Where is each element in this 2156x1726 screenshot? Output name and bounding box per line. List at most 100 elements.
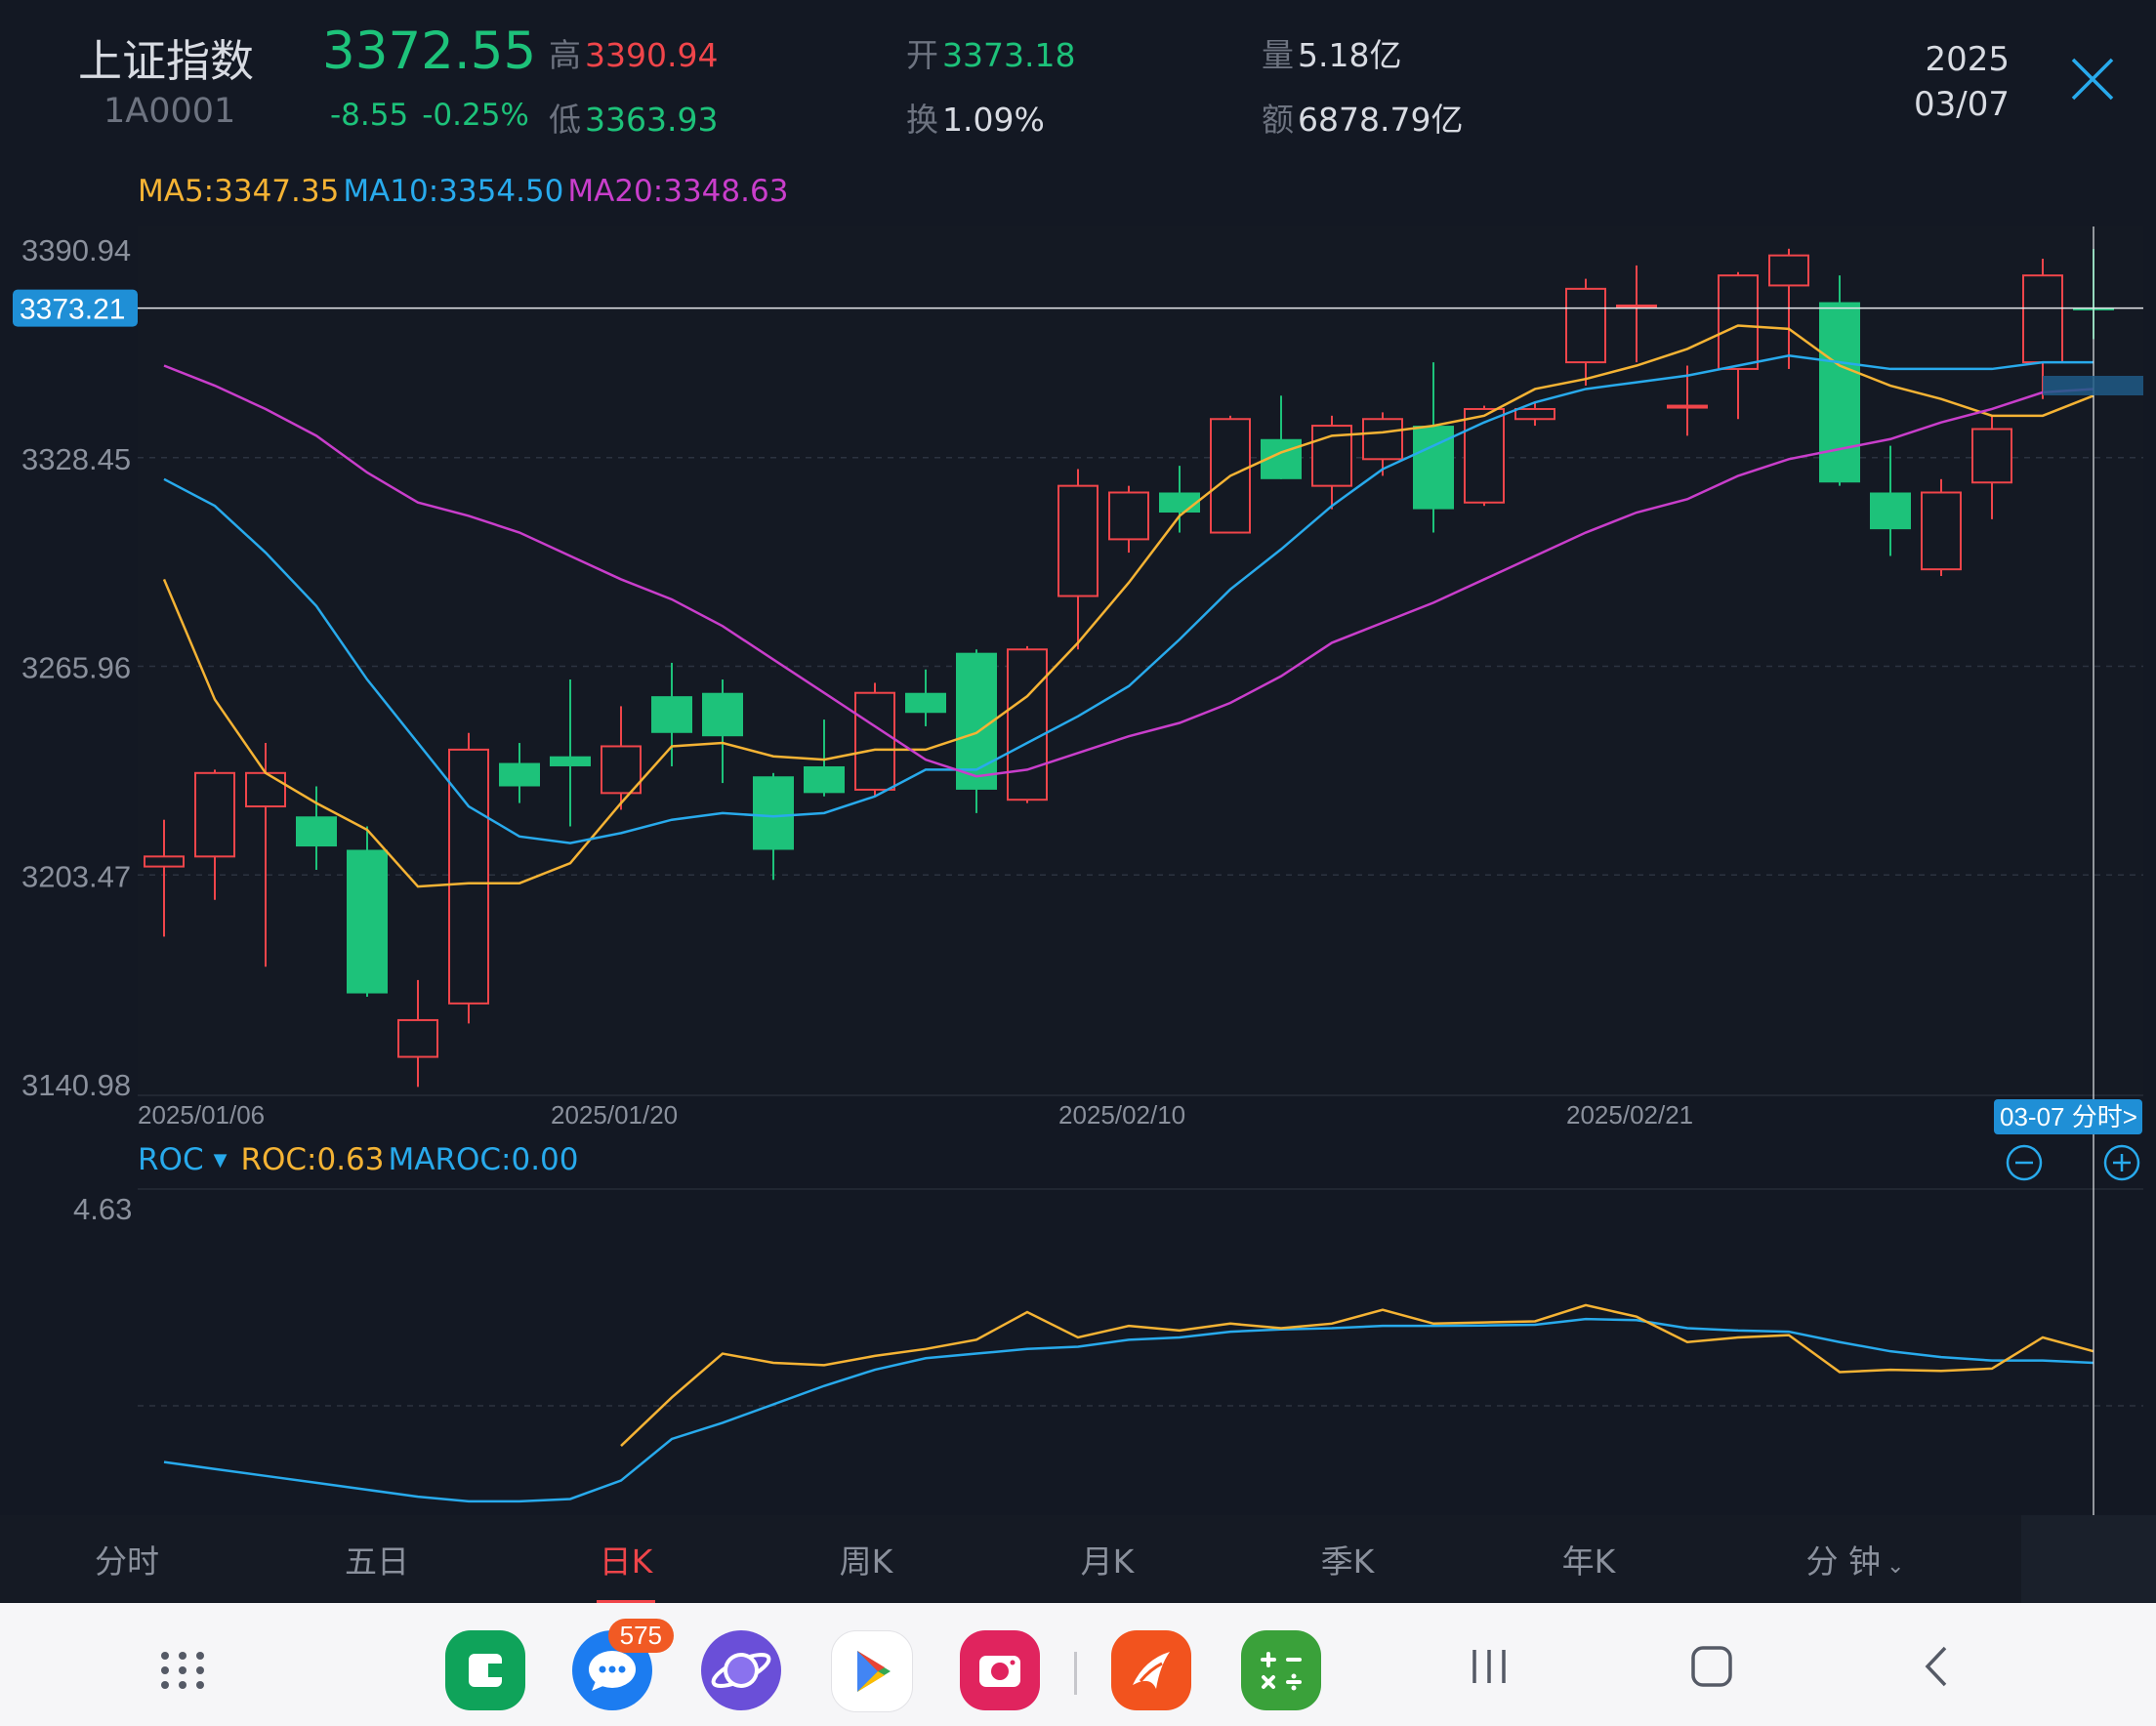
candle-body (753, 776, 794, 850)
zoom-in-button[interactable] (2103, 1144, 2140, 1181)
back-icon (1925, 1646, 1947, 1687)
recents-button[interactable] (1465, 1642, 1513, 1691)
price-marker (2043, 376, 2143, 395)
candle-body (347, 849, 388, 994)
candle-body (1007, 648, 1048, 801)
ma10-value: MA10:3354.50 (343, 174, 564, 209)
crosshair-date-badge (1994, 1099, 2142, 1134)
volume-stat: 量 5.18亿 (1262, 29, 1401, 76)
candle-body (702, 692, 743, 737)
change-percent: -0.25% (422, 98, 529, 133)
phone-app-icon (469, 1654, 502, 1687)
home-button[interactable] (1687, 1642, 1736, 1691)
candle-body (804, 765, 845, 794)
maroc-value: MAROC:0.00 (388, 1142, 579, 1177)
tab-intraday[interactable]: 分时 (95, 1542, 159, 1581)
tab-daily-k[interactable]: 日K (558, 1515, 694, 1603)
tab-monthly-k[interactable]: 月K (1080, 1542, 1135, 1581)
high-label: 高 (549, 36, 581, 74)
volume-label: 量 (1262, 36, 1294, 74)
turnover-stat: 换 1.09% (906, 94, 1045, 141)
x-axis-label: 2025/02/10 (1058, 1100, 1185, 1130)
candle-body (905, 692, 946, 714)
indicator-selector[interactable]: ROC ▼ (138, 1142, 240, 1177)
candle-body (1667, 404, 1708, 409)
roc-axis-label: 4.63 (73, 1192, 132, 1226)
close-button[interactable] (2070, 57, 2115, 102)
messages-app-icon (589, 1651, 636, 1691)
tab-yearly-k[interactable]: 年K (1561, 1542, 1616, 1581)
phone-app[interactable] (445, 1630, 525, 1710)
crosshair-price: 3373.21 (20, 294, 125, 326)
y-axis-label: 3265.96 (21, 651, 131, 685)
apps-grid-button[interactable] (143, 1630, 223, 1710)
plus-circle-icon (2103, 1144, 2140, 1181)
tab-quarterly-k[interactable]: 季K (1320, 1542, 1375, 1581)
date-year: 2025 (1925, 40, 2010, 79)
candlestick-chart[interactable]: 3390.943328.453265.963203.473140.982025/… (0, 0, 2156, 1515)
candle-body (956, 652, 997, 790)
calculator-app[interactable] (1241, 1630, 1321, 1710)
low-value: 3363.93 (585, 101, 719, 139)
camera-app[interactable] (960, 1630, 1040, 1710)
price-change: -8.55 -0.25% (330, 98, 543, 133)
date-month-day: 03/07 (1914, 85, 2010, 124)
candle-body (194, 771, 235, 858)
close-icon (2071, 58, 2114, 101)
candle-body (1108, 491, 1149, 541)
calculator-app-icon (1261, 1652, 1302, 1691)
current-price: 3372.55 (322, 21, 537, 81)
index-code: 1A0001 (104, 92, 236, 131)
candle-body (651, 696, 692, 733)
roc-legend: ROC ▼ ROC:0.63 MAROC:0.00 (138, 1142, 579, 1177)
play-store-app[interactable] (831, 1630, 913, 1712)
tab-overflow-area (2021, 1515, 2156, 1603)
zoom-out-button[interactable] (2006, 1144, 2043, 1181)
candle-body (1870, 492, 1911, 530)
amount-label: 额 (1262, 101, 1294, 139)
candle-body (1819, 302, 1860, 483)
index-name: 上证指数 (78, 35, 255, 87)
apps-grid-icon (161, 1652, 204, 1689)
messages-app[interactable]: 575 (572, 1619, 674, 1710)
candle-body (245, 771, 286, 808)
y-axis-label: 3390.94 (21, 233, 131, 267)
internet-app[interactable] (701, 1630, 781, 1710)
internet-app-icon (711, 1653, 771, 1688)
back-button[interactable] (1914, 1642, 1963, 1691)
stock-app[interactable] (1111, 1630, 1191, 1710)
ma5-line (162, 324, 2094, 888)
ma20-line (163, 364, 2094, 778)
maroc-line (163, 1317, 2094, 1503)
open-stat: 开 3373.18 (906, 29, 1075, 76)
tab-five-day[interactable]: 五日 (345, 1542, 409, 1581)
candle-body (1616, 304, 1657, 308)
tab-minute[interactable]: 分 钟 ⌄ (1787, 1515, 1924, 1603)
crosshair-date: 2025 03/07 (1914, 37, 2010, 127)
candle-body (1057, 484, 1099, 597)
play-store-icon (857, 1651, 891, 1692)
change-value: -8.55 (330, 98, 409, 133)
y-axis-label: 3140.98 (21, 1068, 131, 1102)
volume-value: 5.18亿 (1298, 36, 1402, 74)
candle-body (296, 816, 337, 847)
stock-app-icon (1133, 1652, 1170, 1689)
taskbar: 575 (0, 1603, 2156, 1726)
tab-weekly-k[interactable]: 周K (839, 1542, 893, 1581)
candle-body (144, 855, 185, 868)
candle-body (499, 762, 540, 787)
low-stat: 低 3363.93 (549, 94, 718, 141)
candle-body (550, 756, 591, 766)
crosshair-date-link: 03-07 分时> (2000, 1102, 2137, 1131)
taskbar-divider (1074, 1652, 1077, 1695)
candle-body (397, 1018, 438, 1058)
dropdown-arrow-icon: ▼ (213, 1150, 228, 1171)
candle-body (1464, 407, 1505, 504)
home-icon (1691, 1646, 1732, 1687)
ma-legend: MA5:3347.35 MA10:3354.50 MA20:3348.63 (138, 174, 788, 209)
minus-circle-icon (2006, 1144, 2043, 1181)
y-axis-label: 3328.45 (21, 442, 131, 476)
crosshair-price-badge (13, 289, 138, 327)
candle-body (601, 745, 642, 795)
turnover-value: 1.09% (942, 101, 1045, 139)
